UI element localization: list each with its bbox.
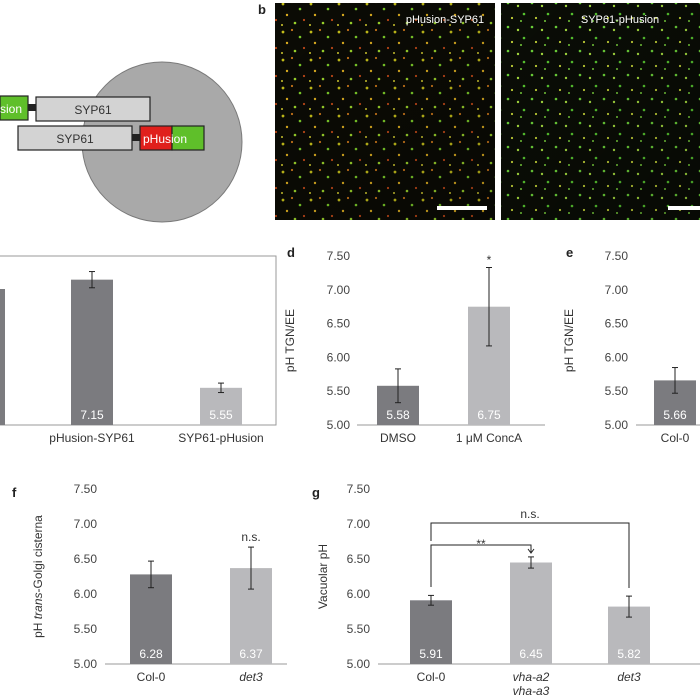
y-tick-label: 7.50 <box>327 249 351 263</box>
x-category-label: det3 <box>617 670 641 684</box>
y-tick-label: 6.00 <box>347 587 371 601</box>
linker-bottom <box>132 134 140 141</box>
bracket-ns <box>430 522 630 588</box>
y-tick-label: 6.50 <box>74 552 98 566</box>
bar <box>71 279 113 425</box>
y-tick-label: 6.00 <box>327 350 351 364</box>
y-tick-label: 5.50 <box>347 622 371 636</box>
y-tick-label: 7.00 <box>347 517 371 531</box>
bar-value-label: 6.37 <box>239 647 263 661</box>
bar-value-label: 5.66 <box>663 408 687 422</box>
micrograph-right-label: SYP61-pHusion <box>581 14 659 26</box>
syp61-bottom-label: SYP61 <box>56 132 94 146</box>
y-axis-label: pH TGN/EE <box>562 309 576 372</box>
panel-letter-d: d <box>287 245 295 260</box>
y-tick-label: 6.00 <box>605 350 629 364</box>
bar <box>200 387 242 425</box>
y-tick-label: 5.00 <box>347 657 371 671</box>
bar-value-label: 5.82 <box>617 647 641 661</box>
x-category-label: Col-0 <box>137 670 166 684</box>
y-tick-label: 7.50 <box>347 482 371 496</box>
syp61-top-box <box>35 96 151 122</box>
bar <box>0 289 5 425</box>
x-category-label: det3 <box>239 670 263 684</box>
bar-value-label: 5.58 <box>386 408 410 422</box>
bracket-arrow <box>527 548 535 554</box>
x-category-label: 1 μM ConcA <box>456 431 522 445</box>
x-category-label: Col-0 <box>661 431 690 445</box>
x-category-label: DMSO <box>380 431 416 445</box>
x-category-label: SYP61-pHusion <box>178 431 263 445</box>
bar-value-label: 6.75 <box>477 408 501 422</box>
phusion-green-box <box>171 125 205 151</box>
y-axis-label: pH trans-Golgi cisterna <box>31 515 45 638</box>
bar-value-label: 5.91 <box>419 647 443 661</box>
y-tick-label: 5.00 <box>74 657 98 671</box>
chart-panel-d: d 5.00 5.50 6.00 6.50 7.00 7.50 pH TGN/EE 5.58 D… <box>283 245 545 445</box>
bar-value-label: 6.28 <box>139 647 163 661</box>
bar <box>130 574 172 664</box>
y-tick-label: 7.00 <box>74 517 98 531</box>
chart-panel-g: g 5.00 5.50 6.00 6.50 7.00 7.50 Vacuolar pH 5.9… <box>312 482 700 698</box>
syp61-top-label: SYP61 <box>74 103 112 117</box>
panel-letter-g: g <box>312 485 320 500</box>
significance-ns: n.s. <box>520 507 539 521</box>
y-axis-label: Vacuolar pH <box>316 544 330 609</box>
y-tick-label: 5.50 <box>327 384 351 398</box>
y-tick-label: 5.50 <box>605 384 629 398</box>
chart-panel-e: e 5.00 5.50 6.00 6.50 7.00 7.50 pH TGN/EE 5.66 C… <box>562 245 700 445</box>
y-tick-label: 7.00 <box>605 283 629 297</box>
scale-bar-left <box>437 206 487 210</box>
micrograph-left-label: pHusion-SYP61 <box>406 14 484 26</box>
bar-value-label: 6.45 <box>519 647 543 661</box>
bracket-star <box>430 544 532 587</box>
significance-ns: n.s. <box>241 530 260 544</box>
y-axis-label: pH TGN/EE <box>283 309 297 372</box>
x-category-label: Col-0 <box>417 670 446 684</box>
y-tick-label: 6.50 <box>347 552 371 566</box>
panel-b-micrographs: b pHusion-SYP61 SYP61-pHusion <box>258 2 700 220</box>
x-category-label: vha-a3 <box>513 684 550 698</box>
x-category-label: pHusion-SYP61 <box>49 431 135 445</box>
panel-letter-e: e <box>566 245 573 260</box>
y-tick-label: 5.50 <box>74 622 98 636</box>
bar-value-label: 5.55 <box>209 408 233 422</box>
y-tick-label: 6.00 <box>74 587 98 601</box>
panel-letter-f: f <box>12 485 17 500</box>
y-tick-label: 7.50 <box>74 482 98 496</box>
y-tick-label: 7.00 <box>327 283 351 297</box>
panel-a-schematic: sion SYP61 SYP61 pHusion <box>0 61 243 223</box>
scale-bar-right <box>668 206 700 210</box>
bar <box>510 562 552 664</box>
y-tick-label: 5.00 <box>327 418 351 432</box>
y-tick-label: 6.50 <box>605 317 629 331</box>
significance-star: * <box>487 253 492 267</box>
panel-letter-b: b <box>258 2 266 17</box>
y-tick-label: 5.00 <box>605 418 629 432</box>
phusion-red-box <box>139 125 173 151</box>
linker-top <box>28 104 36 111</box>
plot-frame <box>0 255 277 426</box>
bar-value-label: 7.15 <box>80 408 104 422</box>
y-tick-label: 7.50 <box>605 249 629 263</box>
green-fragment-label: sion <box>0 102 22 116</box>
y-tick-label: 6.50 <box>327 317 351 331</box>
bar <box>410 600 452 664</box>
significance-double-star: ** <box>476 537 486 551</box>
phusion-label: pHusion <box>143 132 187 146</box>
syp61-bottom-box <box>17 125 133 151</box>
chart-panel-f: f 5.00 5.50 6.00 6.50 7.00 7.50 pH trans-Golgi… <box>12 482 287 684</box>
x-category-label: vha-a2 <box>513 670 550 684</box>
